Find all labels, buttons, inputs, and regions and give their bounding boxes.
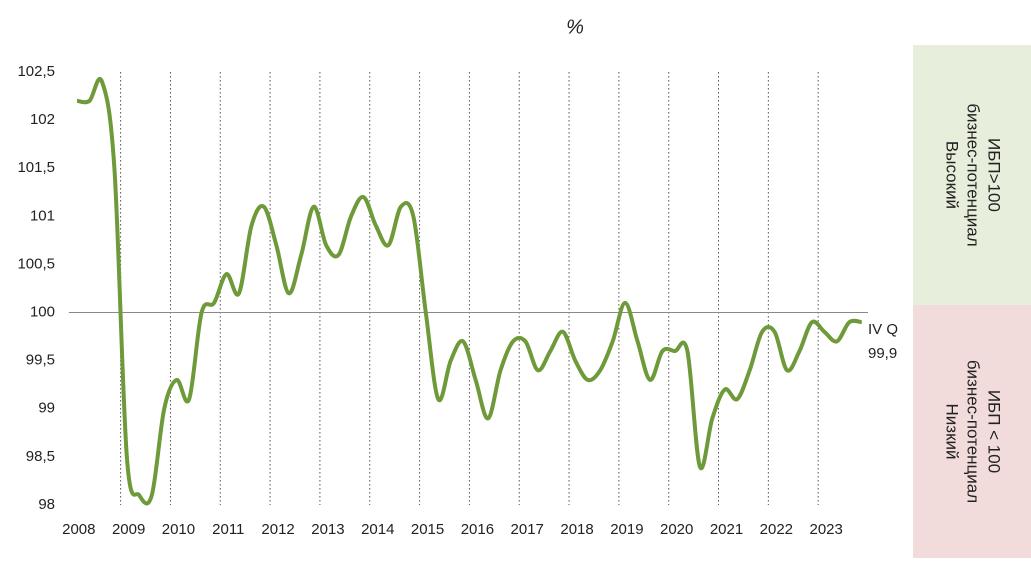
y-tick-label: 98 [38, 496, 55, 513]
x-tick-label: 2020 [660, 521, 693, 538]
x-tick-label: 2022 [760, 521, 793, 538]
x-tick-label: 2008 [62, 521, 95, 538]
zone [913, 45, 1031, 305]
x-tick-label: 2012 [261, 521, 294, 538]
annotation: IV Q [868, 321, 898, 338]
y-tick-label: 98,5 [26, 448, 55, 465]
x-tick-label: 2014 [361, 521, 394, 538]
zone-text: ИБП < 100 [985, 390, 1004, 473]
x-tick-label: 2023 [809, 521, 842, 538]
x-tick-label: 2017 [511, 521, 544, 538]
x-tick-label: 2018 [560, 521, 593, 538]
x-tick-label: 2015 [411, 521, 444, 538]
zone-label: Высокий бизнес-потенциал ИБП>100 [943, 103, 1004, 246]
line [76, 77, 863, 506]
zone-text: Высокий [943, 141, 962, 209]
y-tick-label: 102,5 [17, 63, 55, 80]
annotation-value: 99,9 [868, 345, 897, 362]
zone-label: Низкий бизнес-потенциал ИБП < 100 [943, 360, 1004, 503]
x-tick-label: 2009 [112, 521, 145, 538]
zone-text: бизнес-потенциал [964, 360, 983, 503]
zone-text: бизнес-потенциал [964, 103, 983, 246]
y-tick-label: 99 [38, 400, 55, 417]
y-tick-label: 101,5 [17, 159, 55, 176]
x-tick-label: 2011 [212, 521, 244, 538]
zone [913, 305, 1031, 558]
y-tick-label: 99,5 [26, 352, 55, 369]
zone-text: ИБП>100 [985, 138, 1004, 212]
x-tick-label: 2013 [311, 521, 344, 538]
y-tick-label: 100 [30, 304, 55, 321]
zone-text: Низкий [943, 404, 962, 460]
x-tick-label: 2019 [610, 521, 643, 538]
chart-title: % [566, 16, 584, 38]
y-tick-label: 100,5 [17, 255, 55, 272]
x-tick-label: 2021 [710, 521, 743, 538]
y-tick-label: 102 [30, 111, 55, 128]
x-tick-label: 2010 [162, 521, 195, 538]
y-tick-label: 101 [30, 207, 55, 224]
x-tick-label: 2016 [461, 521, 494, 538]
